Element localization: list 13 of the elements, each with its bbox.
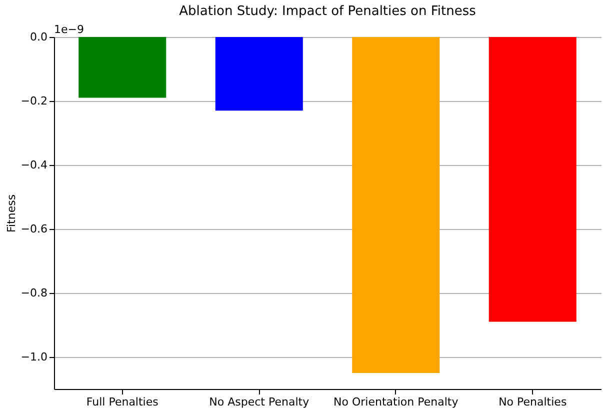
y-axis-title: Fitness [4, 194, 18, 233]
y-tick-label: 0.0 [30, 30, 48, 44]
x-tick-label: Full Penalties [86, 396, 159, 408]
y-tick-label: −1.0 [20, 350, 48, 364]
y-tick-label: −0.8 [20, 286, 48, 300]
y-tick-label: −0.6 [20, 222, 48, 236]
text: 1e−9 [54, 23, 84, 36]
x-tick-label: No Orientation Penalty [334, 396, 459, 408]
y-tick-label: −0.4 [20, 158, 48, 172]
x-tick-label: No Aspect Penalty [209, 396, 310, 408]
chart-title: Ablation Study: Impact of Penalties on Fitness [179, 4, 476, 19]
x-tick-label: No Penalties [498, 396, 567, 408]
y-tick-label: −0.2 [20, 94, 48, 108]
